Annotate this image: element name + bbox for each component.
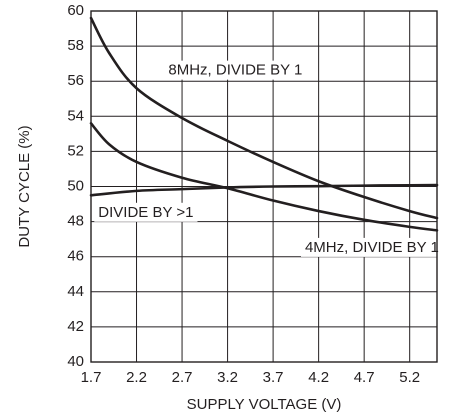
y-tick-label: 50 xyxy=(67,177,84,194)
y-tick-label: 46 xyxy=(67,248,84,265)
x-axis-label: SUPPLY VOLTAGE (V) xyxy=(187,396,342,413)
x-tick-label: 4.7 xyxy=(354,369,375,386)
x-tick-label: 2.2 xyxy=(126,369,147,386)
y-tick-label: 56 xyxy=(67,72,84,89)
x-tick-label: 1.7 xyxy=(81,369,102,386)
annotation-label: 4MHz, DIVIDE BY 1 xyxy=(305,239,439,256)
x-tick-label: 4.2 xyxy=(308,369,329,386)
y-tick-label: 44 xyxy=(67,283,84,300)
series-line-2 xyxy=(89,122,439,232)
tick-labels: 1.7 2.2 2.7 3.2 3.7 4.2 4.7 5.2 40 42 44 46 48 50 52 54… xyxy=(67,2,420,386)
annotation-background xyxy=(94,202,198,222)
y-axis-label: DUTY CYCLE (%) xyxy=(16,125,33,247)
x-tick-label: 5.2 xyxy=(399,369,420,386)
x-tick-label: 3.7 xyxy=(263,369,284,386)
annotations: 8MHz, DIVIDE BY 1 DIVIDE BY >1 4MHz, DIVID… xyxy=(94,60,443,257)
y-tick-label: 42 xyxy=(67,318,84,335)
annotation-background xyxy=(164,60,307,80)
y-tick-label: 58 xyxy=(67,37,84,54)
y-tick-label: 48 xyxy=(67,213,84,230)
y-tick-label: 60 xyxy=(67,2,84,19)
y-tick-label: 54 xyxy=(67,107,84,124)
y-tick-label: 40 xyxy=(67,353,84,370)
series-line-1 xyxy=(89,16,439,220)
series-line-3 xyxy=(89,183,439,197)
annotation-background xyxy=(300,237,443,257)
x-tick-label: 3.2 xyxy=(217,369,238,386)
annotation-label: DIVIDE BY >1 xyxy=(98,204,193,221)
plot-frame xyxy=(90,10,438,363)
x-tick-label: 2.7 xyxy=(172,369,193,386)
annotation-label: 8MHz, DIVIDE BY 1 xyxy=(168,62,302,79)
series-lines xyxy=(89,16,439,232)
y-tick-label: 52 xyxy=(67,142,84,159)
